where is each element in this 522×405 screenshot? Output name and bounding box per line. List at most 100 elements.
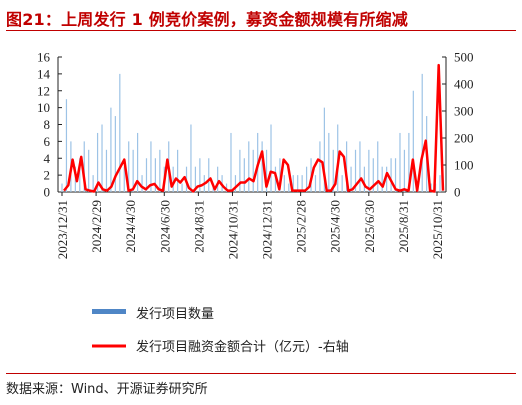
left-tick-label: 0 <box>44 185 51 200</box>
line-series-path <box>63 63 445 193</box>
bar <box>279 158 281 192</box>
bar <box>350 166 352 192</box>
bar <box>194 166 197 192</box>
bar <box>101 124 103 192</box>
bar <box>368 149 370 192</box>
bar <box>105 149 108 192</box>
bar <box>92 175 94 193</box>
bar <box>305 166 308 192</box>
right-tick-label: 200 <box>454 131 474 146</box>
right-tick-label: 500 <box>454 50 474 65</box>
x-tick-label: 2024/10/31 <box>225 200 240 259</box>
bar <box>230 132 232 192</box>
x-tick-label: 2024/4/30 <box>123 200 138 253</box>
x-tick-label: 2024/8/31 <box>191 200 206 253</box>
bar <box>430 183 432 192</box>
bar <box>145 158 148 192</box>
x-tick-label: 2024/2/29 <box>89 200 104 253</box>
bar <box>88 149 90 192</box>
source-rule <box>6 373 516 374</box>
bar <box>208 158 210 192</box>
left-tick-label: 8 <box>44 117 51 132</box>
bar <box>359 141 361 193</box>
bar <box>381 166 383 192</box>
x-tick-label: 2023/12/31 <box>55 200 70 259</box>
left-tick-label: 14 <box>37 66 51 81</box>
left-tick-label: 10 <box>37 100 50 115</box>
bar <box>390 158 392 192</box>
bar <box>386 166 388 192</box>
x-tick-label: 2024/12/31 <box>260 200 275 259</box>
right-tick-label: 400 <box>454 77 474 92</box>
bar <box>128 141 130 193</box>
right-tick-label: 300 <box>454 104 474 119</box>
chart-axes <box>57 56 447 196</box>
bar <box>297 175 299 193</box>
x-tick-label: 2025/4/30 <box>328 200 343 253</box>
bar <box>79 158 81 192</box>
legend-label-line: 发行项目融资金额合计（亿元）-右轴 <box>136 339 349 355</box>
legend: 发行项目数量 发行项目融资金额合计（亿元）-右轴 <box>92 306 349 355</box>
bar <box>137 132 139 192</box>
bar <box>65 99 68 192</box>
bar <box>172 166 174 192</box>
bar <box>114 116 116 192</box>
bar <box>408 132 410 192</box>
x-tick-label: 2025/2/28 <box>294 200 309 253</box>
bar <box>377 141 379 193</box>
bar <box>314 175 317 193</box>
bar <box>354 149 357 192</box>
bar <box>190 124 192 192</box>
bar <box>439 175 441 193</box>
bar <box>61 183 63 192</box>
bar <box>323 107 325 193</box>
bar <box>119 73 121 193</box>
bar <box>341 175 343 193</box>
bar <box>177 149 179 192</box>
bar <box>328 132 330 192</box>
bar <box>319 141 321 193</box>
source-note: 数据来源：Wind、开源证券研究所 <box>6 382 208 397</box>
left-tick-label: 4 <box>44 151 51 166</box>
bar <box>292 175 294 193</box>
bar <box>96 132 99 192</box>
bar <box>252 149 254 192</box>
bar <box>261 141 263 193</box>
bar <box>110 107 112 193</box>
right-tick-label: 100 <box>454 158 474 173</box>
bar <box>150 141 152 193</box>
bar <box>412 90 414 192</box>
x-tick-label: 2025/8/31 <box>396 200 411 253</box>
bar-series <box>61 73 441 193</box>
right-tick-label: 0 <box>454 185 461 200</box>
left-tick-label: 12 <box>37 83 50 98</box>
legend-label-bar: 发行项目数量 <box>136 306 214 322</box>
bar <box>363 166 365 192</box>
bar <box>265 149 268 192</box>
bar <box>399 132 401 192</box>
bar <box>83 141 85 193</box>
bar <box>154 158 156 192</box>
bar <box>403 149 406 192</box>
bar <box>346 141 348 193</box>
legend-swatch-bar <box>92 309 126 314</box>
bar <box>181 183 183 192</box>
x-tick-label: 2024/6/30 <box>157 200 172 253</box>
bar <box>288 183 290 192</box>
bar <box>217 166 219 192</box>
bar <box>243 158 245 192</box>
bar <box>123 166 125 192</box>
figure-title: 图21：上周发行 1 例竞价案例，募资金额规模有所缩减 <box>6 10 408 29</box>
left-tick-label: 16 <box>37 50 51 65</box>
x-tick-label: 2025/6/30 <box>362 200 377 253</box>
bar <box>270 124 272 192</box>
bar <box>225 183 228 192</box>
bar <box>132 149 134 192</box>
title-rule <box>6 30 516 31</box>
bar <box>372 158 374 192</box>
bar <box>283 175 285 193</box>
bar <box>332 149 334 192</box>
bar <box>394 158 397 192</box>
